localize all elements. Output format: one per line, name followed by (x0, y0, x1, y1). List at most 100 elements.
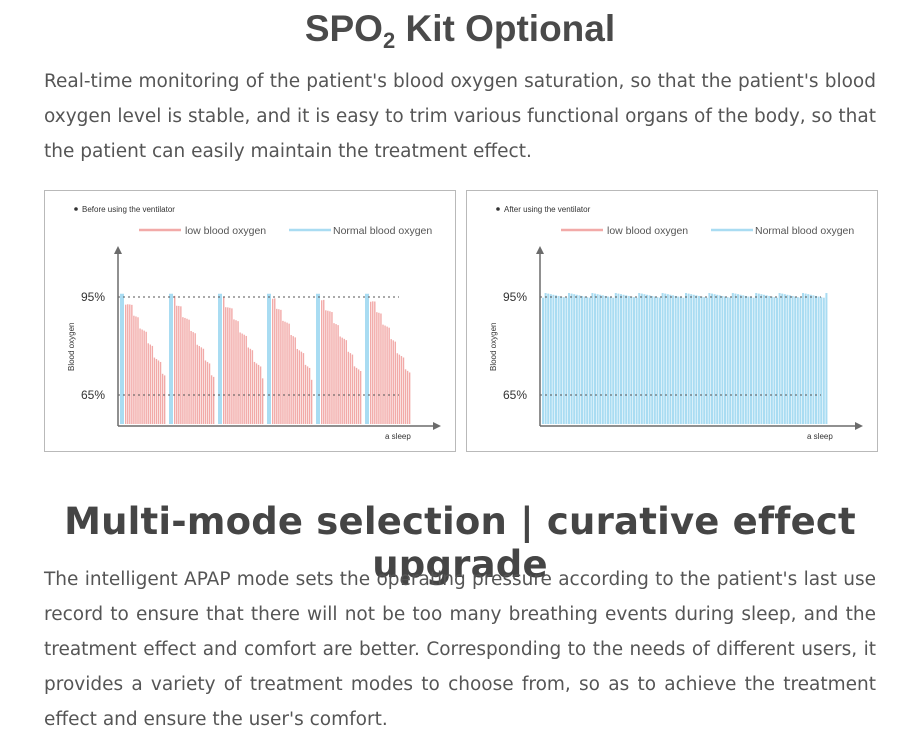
bar-normal (666, 294, 669, 424)
reference-label-95: 95% (503, 290, 527, 304)
bar-normal (581, 295, 584, 424)
bar-low (388, 327, 390, 424)
bar-normal (718, 295, 721, 424)
bar-normal (742, 295, 745, 424)
legend-label-normal: Normal blood oxygen (333, 225, 432, 237)
bar-low (180, 306, 182, 424)
bar-normal (794, 296, 797, 424)
bar-normal (617, 293, 620, 424)
bar-low (184, 317, 186, 424)
bar-normal (820, 297, 823, 424)
bar-normal (705, 297, 708, 424)
bar-low (155, 358, 158, 424)
bar-low (400, 356, 403, 424)
bar-low (404, 369, 407, 424)
bar-normal (609, 297, 612, 424)
bar-normal (713, 294, 716, 424)
bar-low (390, 339, 392, 424)
bar-low (223, 297, 225, 424)
bar-low (255, 363, 258, 424)
bar-normal (799, 297, 802, 424)
bar-low (225, 307, 227, 424)
mode-selection-title: Multi-mode selection | curative effect u… (64, 500, 856, 586)
bar-low (235, 320, 237, 424)
bar-low (298, 350, 301, 424)
bar-low (359, 370, 362, 424)
x-axis-arrow (855, 422, 863, 430)
bar-normal (555, 295, 558, 424)
bar-low (200, 347, 203, 424)
legend-label-low: low blood oxygen (607, 225, 688, 237)
bar-low (343, 338, 345, 424)
bar-low (272, 298, 274, 424)
bar-low (290, 335, 292, 424)
bar-normal (708, 293, 711, 424)
y-axis-arrow (536, 246, 544, 254)
bar-normal (625, 295, 628, 424)
bar-low (141, 329, 143, 424)
y-axis-label: Blood oxygen (489, 323, 498, 371)
legend-label-low: low blood oxygen (185, 225, 266, 237)
bar-normal (778, 293, 781, 424)
bar-low (349, 353, 352, 424)
bar-normal (120, 293, 124, 424)
bar-low (372, 301, 374, 424)
bar-low (351, 354, 354, 424)
bar-normal (685, 293, 688, 424)
bar-low (176, 305, 178, 424)
bar-normal (653, 296, 656, 424)
bar-normal (630, 296, 633, 424)
bar-normal (815, 295, 818, 424)
bar-low (188, 319, 190, 424)
bar-normal (640, 293, 643, 424)
bar-normal (664, 293, 667, 424)
bar-normal (817, 296, 820, 424)
bar-normal (734, 293, 737, 424)
bar-low (204, 360, 207, 424)
bar-low (382, 324, 384, 424)
bar-low (304, 364, 307, 424)
bar-low (325, 310, 327, 424)
bar-normal (552, 294, 555, 424)
bar-low (133, 315, 135, 424)
bar-low (376, 312, 378, 424)
bar-low (157, 360, 160, 424)
bar-normal (760, 294, 763, 424)
bar-normal (731, 293, 734, 424)
bar-normal (750, 297, 753, 424)
bar-normal (763, 294, 766, 424)
bar-normal (770, 296, 773, 424)
bar-normal (575, 294, 578, 424)
bar-normal (768, 295, 771, 424)
mode-selection-description: The intelligent APAP mode sets the opera… (44, 569, 876, 730)
bar-normal (724, 296, 727, 424)
bar-low (208, 363, 211, 424)
bar-normal (765, 295, 768, 424)
bar-low (129, 304, 131, 424)
bar-low (194, 333, 196, 424)
bar-low (292, 336, 294, 424)
bar-normal (643, 294, 646, 424)
bar-normal (594, 293, 597, 424)
bar-low (147, 343, 149, 424)
bar-normal (646, 294, 649, 424)
bar-low (192, 332, 194, 424)
bar-low (198, 346, 200, 424)
title-rest: Kit Optional (395, 8, 616, 49)
bar-normal (557, 295, 560, 424)
chart-after: After using the ventilator low blood oxyg… (489, 205, 863, 441)
bar-normal (747, 296, 750, 424)
bar-low (284, 321, 286, 424)
bar-low (278, 309, 280, 424)
bar-normal (755, 293, 758, 424)
bar-low (308, 367, 311, 424)
bar-low (131, 304, 133, 424)
bar-low (321, 300, 323, 424)
bar-low (253, 361, 256, 424)
bar-low (302, 353, 305, 424)
bar-low (233, 319, 235, 424)
bar-low (182, 317, 184, 424)
bar-normal (365, 293, 369, 424)
bar-normal (588, 297, 591, 424)
chart-before-panel: Before using the ventilator low blood oxy… (44, 190, 456, 452)
